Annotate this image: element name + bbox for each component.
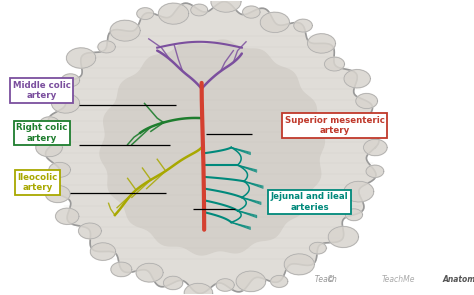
Polygon shape bbox=[346, 209, 363, 221]
Polygon shape bbox=[91, 243, 116, 260]
Text: Ileocolic
artery: Ileocolic artery bbox=[18, 173, 58, 192]
Text: Right colic
artery: Right colic artery bbox=[16, 123, 68, 142]
Polygon shape bbox=[294, 19, 312, 32]
Text: Middle colic
artery: Middle colic artery bbox=[13, 81, 71, 100]
Polygon shape bbox=[52, 94, 80, 113]
Polygon shape bbox=[136, 263, 163, 282]
Polygon shape bbox=[344, 70, 370, 88]
Polygon shape bbox=[325, 57, 345, 71]
Text: Jejunal and ileal
arteries: Jejunal and ileal arteries bbox=[271, 192, 348, 212]
Text: Anatomy: Anatomy bbox=[443, 275, 474, 284]
Text: Superior mesenteric
artery: Superior mesenteric artery bbox=[285, 116, 385, 135]
Text: Teach: Teach bbox=[310, 275, 337, 284]
Polygon shape bbox=[98, 41, 115, 53]
Polygon shape bbox=[310, 242, 326, 254]
Polygon shape bbox=[61, 74, 80, 87]
Polygon shape bbox=[111, 262, 132, 277]
Polygon shape bbox=[46, 185, 70, 203]
Polygon shape bbox=[216, 279, 234, 291]
Polygon shape bbox=[211, 0, 241, 12]
Polygon shape bbox=[55, 208, 79, 224]
Polygon shape bbox=[356, 94, 377, 109]
Polygon shape bbox=[191, 4, 208, 16]
Polygon shape bbox=[243, 6, 260, 18]
Polygon shape bbox=[328, 227, 358, 248]
Polygon shape bbox=[308, 34, 336, 53]
Polygon shape bbox=[158, 3, 189, 24]
Polygon shape bbox=[49, 162, 71, 177]
Polygon shape bbox=[46, 2, 379, 293]
Polygon shape bbox=[184, 283, 213, 295]
Text: ©: © bbox=[327, 275, 337, 284]
Polygon shape bbox=[36, 138, 63, 157]
Polygon shape bbox=[260, 12, 290, 32]
Polygon shape bbox=[79, 223, 101, 239]
Polygon shape bbox=[164, 276, 183, 290]
Polygon shape bbox=[353, 117, 377, 134]
Polygon shape bbox=[110, 20, 140, 41]
Text: TeachMe: TeachMe bbox=[382, 275, 415, 284]
Polygon shape bbox=[40, 117, 59, 131]
Polygon shape bbox=[366, 165, 384, 178]
Polygon shape bbox=[284, 254, 314, 275]
Polygon shape bbox=[100, 40, 324, 255]
Polygon shape bbox=[271, 276, 288, 287]
Polygon shape bbox=[137, 8, 154, 19]
Polygon shape bbox=[66, 48, 96, 68]
Polygon shape bbox=[344, 181, 374, 202]
Polygon shape bbox=[236, 271, 266, 292]
Polygon shape bbox=[364, 139, 387, 156]
